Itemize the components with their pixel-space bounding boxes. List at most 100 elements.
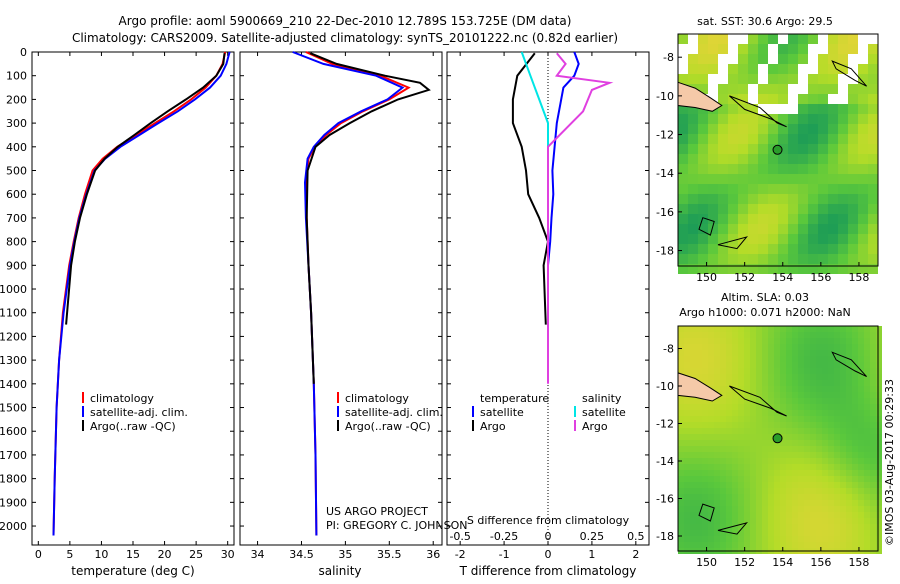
field-cell [778, 164, 788, 174]
field-cell [828, 422, 834, 428]
field-cell [834, 404, 840, 410]
field-cell [834, 452, 840, 458]
field-cell [840, 368, 846, 374]
field-cell [768, 244, 778, 254]
field-cell [840, 482, 846, 488]
field-cell [708, 416, 714, 422]
field-cell [690, 350, 696, 356]
field-cell [798, 84, 808, 94]
depth-tick-label: 1700 [0, 449, 27, 462]
field-cell [798, 124, 808, 134]
field-cell [834, 332, 840, 338]
field-cell [756, 458, 762, 464]
field-cell [870, 356, 876, 362]
field-cell [834, 428, 840, 434]
field-cell [846, 506, 852, 512]
field-cell [726, 482, 732, 488]
field-cell [858, 164, 868, 174]
field-cell [852, 530, 858, 536]
field-cell [828, 64, 838, 74]
field-cell [778, 244, 788, 254]
field-cell [834, 446, 840, 452]
field-cell [786, 404, 792, 410]
field-cell [864, 536, 870, 542]
field-cell [702, 500, 708, 506]
field-cell [768, 254, 778, 264]
field-cell [684, 350, 690, 356]
field-cell [868, 264, 878, 274]
field-cell [816, 434, 822, 440]
depth-tick-label: 300 [6, 117, 27, 130]
field-cell [876, 404, 882, 410]
field-cell [852, 356, 858, 362]
field-cell [864, 440, 870, 446]
field-cell [828, 94, 838, 104]
field-cell [852, 488, 858, 494]
field-cell [786, 326, 792, 332]
field-cell [778, 194, 788, 204]
field-cell [804, 524, 810, 530]
field-cell [870, 380, 876, 386]
field-cell [750, 332, 756, 338]
field-cell [744, 356, 750, 362]
field-cell [702, 422, 708, 428]
field-cell [720, 374, 726, 380]
field-cell [698, 194, 708, 204]
field-cell [744, 458, 750, 464]
legend-climatology: climatology [345, 392, 409, 405]
field-cell [864, 374, 870, 380]
field-cell [786, 458, 792, 464]
field-cell [762, 434, 768, 440]
field-cell [748, 174, 758, 184]
field-cell [788, 204, 798, 214]
field-cell [852, 446, 858, 452]
field-cell [698, 34, 708, 44]
field-cell [828, 244, 838, 254]
field-cell [708, 124, 718, 134]
field-cell [822, 368, 828, 374]
field-cell [744, 368, 750, 374]
field-cell [768, 224, 778, 234]
field-cell [868, 104, 878, 114]
field-cell [852, 374, 858, 380]
field-cell [748, 84, 758, 94]
field-cell [818, 114, 828, 124]
field-cell [750, 452, 756, 458]
field-cell [750, 518, 756, 524]
field-cell [798, 144, 808, 154]
field-cell [798, 464, 804, 470]
field-cell [732, 434, 738, 440]
field-cell [828, 204, 838, 214]
field-cell [726, 350, 732, 356]
field-cell [684, 332, 690, 338]
field-cell [846, 428, 852, 434]
field-cell [864, 500, 870, 506]
field-cell [698, 54, 708, 64]
field-cell [808, 194, 818, 204]
field-cell [840, 536, 846, 542]
field-cell [778, 124, 788, 134]
field-cell [778, 224, 788, 234]
field-cell [786, 440, 792, 446]
field-cell [834, 440, 840, 446]
field-cell [690, 404, 696, 410]
field-cell [828, 350, 834, 356]
field-cell [708, 536, 714, 542]
field-cell [738, 44, 748, 54]
field-cell [688, 154, 698, 164]
field-cell [858, 214, 868, 224]
field-cell [858, 416, 864, 422]
field-cell [756, 446, 762, 452]
field-cell [788, 174, 798, 184]
field-cell [804, 536, 810, 542]
field-cell [708, 344, 714, 350]
field-cell [828, 518, 834, 524]
field-cell [738, 154, 748, 164]
field-cell [726, 392, 732, 398]
field-cell [728, 204, 738, 214]
field-cell [778, 264, 788, 274]
field-cell [750, 488, 756, 494]
field-cell [702, 344, 708, 350]
field-cell [762, 482, 768, 488]
field-cell [756, 392, 762, 398]
